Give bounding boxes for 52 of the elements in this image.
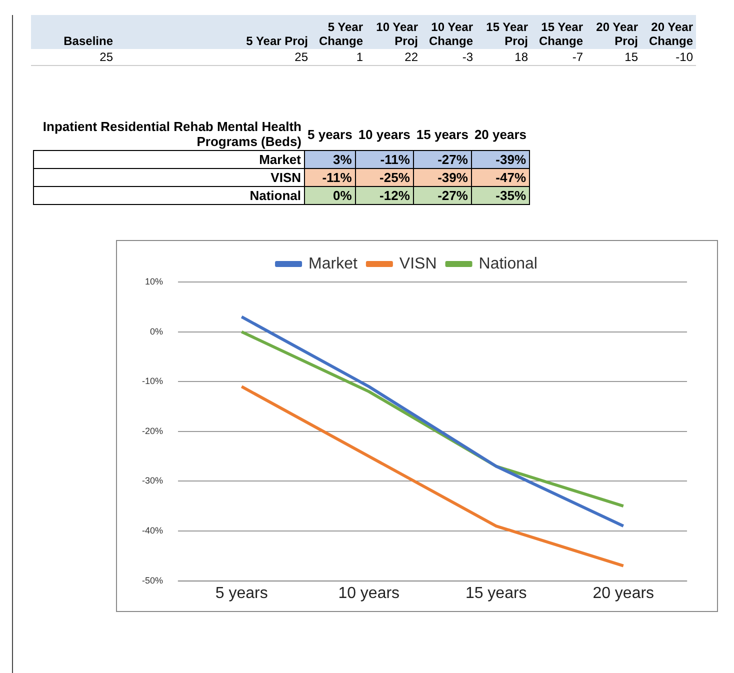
text: -27% [413, 186, 472, 204]
text: -27% [413, 150, 472, 168]
text: -3 [421, 49, 476, 66]
text: 25 [116, 49, 311, 66]
text: 10 Year Proj [366, 15, 421, 49]
text: VISN [270, 170, 301, 185]
category-label: 5 years [308, 126, 352, 142]
text: 18 [476, 49, 531, 66]
text: 1 [311, 49, 366, 66]
text: 15 Year Proj [476, 15, 531, 49]
text: 15 Year Change [531, 15, 586, 49]
text: 25 [31, 49, 116, 66]
text: 20 Year Change [641, 15, 696, 49]
text: 5 Year Change [311, 15, 366, 49]
text: 5 Year Proj [116, 15, 311, 49]
text: -10 [641, 49, 696, 66]
y-tick-label: -20% [142, 426, 164, 436]
x-tick-label: 5 years [215, 584, 268, 602]
text: 0% [304, 186, 356, 204]
legend-label: National [478, 255, 538, 272]
text: -12% [355, 186, 414, 204]
text: 20 Year Proj [586, 15, 641, 49]
text: 10 Year Change [421, 15, 476, 49]
text: -11% [355, 150, 414, 168]
text: -7 [531, 49, 586, 66]
x-tick-label: 20 years [592, 584, 654, 602]
text: Market [259, 152, 301, 167]
text: -25% [355, 168, 414, 186]
category-label: 20 years [474, 126, 527, 142]
y-tick-label: -40% [142, 525, 164, 536]
text: -11% [304, 168, 356, 186]
y-tick-label: -10% [142, 376, 164, 386]
text: National [250, 188, 301, 203]
text: Baseline [31, 15, 116, 49]
text: -39% [413, 168, 472, 186]
text: -39% [471, 150, 530, 168]
text: 22 [366, 49, 421, 66]
text: 15 [586, 49, 641, 66]
category-label: 10 years [358, 126, 410, 142]
category-label: 15 years [416, 126, 468, 142]
y-tick-label: 10% [144, 276, 164, 286]
y-tick-label: -30% [142, 476, 164, 486]
text: -47% [471, 168, 530, 186]
text: 3% [304, 150, 356, 168]
x-tick-label: 15 years [465, 584, 527, 602]
text: -35% [471, 186, 530, 204]
chart-title: Inpatient Residential Rehab Mental Health Programs (Beds) [34, 118, 304, 150]
legend-label: Market [308, 255, 358, 272]
x-tick-label: 10 years [338, 584, 400, 602]
legend-label: VISN [399, 255, 437, 272]
y-tick-label: 0% [150, 326, 164, 336]
y-tick-label: -50% [142, 575, 164, 586]
